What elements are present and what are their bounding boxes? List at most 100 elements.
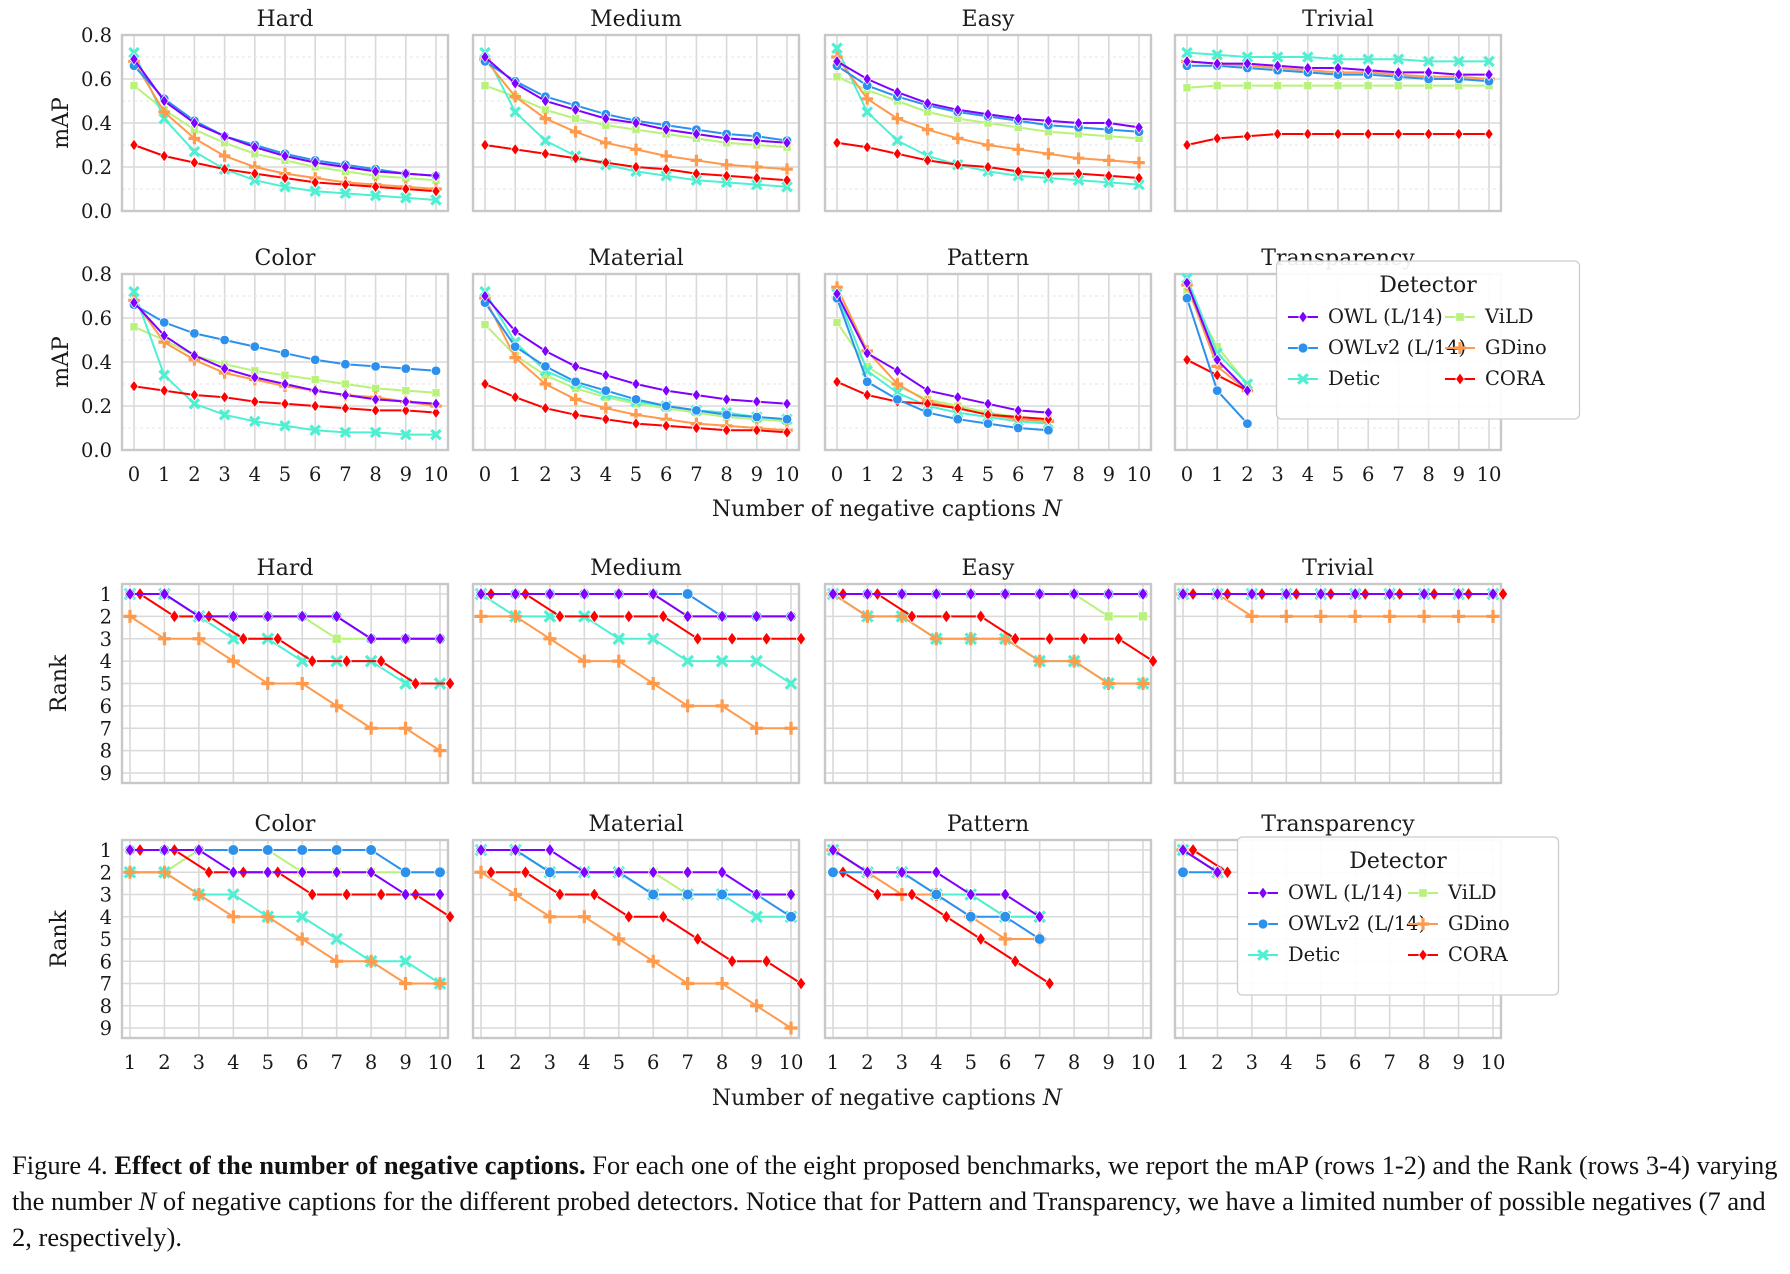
data-point	[189, 328, 200, 339]
data-point	[872, 887, 883, 902]
x-tick-label: 7	[1042, 463, 1054, 486]
data-point	[129, 52, 139, 66]
data-point	[720, 176, 733, 189]
data-point	[1044, 976, 1055, 991]
data-point	[579, 586, 590, 602]
data-point	[1212, 57, 1222, 70]
legend-label: ViLD	[1484, 305, 1534, 328]
y-tick-label: 9	[100, 1017, 112, 1040]
data-point	[630, 143, 642, 156]
data-point	[661, 384, 671, 397]
data-point	[781, 181, 793, 193]
x-tick-label: 4	[930, 1051, 942, 1074]
x-tick-label: 5	[630, 463, 642, 486]
x-axis-label-map: Number of negative captions N	[712, 497, 1063, 522]
x-tick-label: 1	[1177, 1051, 1189, 1074]
data-point	[410, 676, 421, 691]
data-point	[721, 423, 732, 437]
data-point	[309, 185, 321, 197]
chart-panel-rank-medium: Medium	[471, 556, 807, 785]
data-point	[648, 586, 659, 602]
panel-title: Color	[255, 812, 316, 837]
data-point	[401, 404, 411, 417]
data-point	[658, 609, 669, 624]
data-point	[480, 81, 490, 90]
data-point	[1072, 174, 1085, 186]
data-point	[279, 348, 291, 359]
data-point	[860, 609, 874, 623]
x-tick-label: 10	[1131, 1051, 1156, 1074]
x-tick-label: 5	[262, 1051, 274, 1074]
data-point	[129, 138, 139, 152]
data-point	[128, 46, 140, 59]
data-point	[570, 103, 581, 117]
x-tick-label: 2	[1241, 463, 1253, 486]
data-point	[331, 634, 342, 644]
data-point	[227, 888, 240, 901]
data-point	[1483, 55, 1495, 68]
series-line	[1183, 593, 1493, 618]
data-point	[509, 90, 521, 103]
data-point	[1134, 121, 1144, 134]
x-tick-label: 4	[1302, 463, 1314, 486]
data-point	[600, 385, 611, 396]
data-point	[540, 94, 551, 108]
data-point	[716, 888, 728, 901]
data-point	[751, 161, 763, 173]
data-point	[219, 362, 230, 375]
data-point	[159, 149, 169, 163]
data-point	[1113, 631, 1124, 646]
data-point	[1423, 127, 1434, 141]
data-point	[1241, 51, 1254, 63]
data-point	[1422, 55, 1435, 68]
data-point	[1392, 53, 1405, 65]
data-point	[159, 317, 170, 328]
y-tick-label: 5	[100, 928, 112, 951]
data-point	[1104, 116, 1114, 130]
panel-title: Trivial	[1302, 7, 1374, 32]
legend-label: Detic	[1288, 943, 1340, 966]
data-point	[751, 178, 763, 191]
x-tick-label: 3	[193, 1051, 205, 1074]
data-point	[261, 910, 275, 924]
x-tick-label: 8	[1418, 1051, 1430, 1074]
panel-frame	[120, 33, 450, 213]
data-point	[1042, 148, 1055, 160]
data-point	[922, 96, 933, 110]
chart-panel-map-trivial: Trivial	[1173, 7, 1503, 213]
data-point	[692, 931, 703, 947]
data-point	[832, 72, 842, 81]
data-point	[228, 609, 239, 624]
data-point	[681, 888, 694, 901]
data-point	[589, 609, 600, 624]
legend-marker	[1455, 372, 1465, 386]
data-point	[1103, 176, 1115, 189]
legend-marker	[1257, 949, 1269, 961]
data-point	[1242, 129, 1253, 143]
data-point	[921, 123, 934, 136]
data-point	[929, 632, 943, 646]
chart-panel-map-hard: Hard 0.0 0.2 0.4 0.6 0.8 mAP	[49, 7, 450, 223]
y-tick-label: 3	[100, 884, 112, 907]
data-point	[370, 361, 381, 372]
data-point	[660, 170, 672, 182]
x-tick-label: 9	[1103, 463, 1115, 486]
data-point	[1273, 81, 1282, 90]
data-point	[1043, 114, 1054, 128]
x-tick-label: 5	[982, 463, 994, 486]
data-point	[218, 409, 231, 421]
panel-frame	[471, 272, 801, 452]
x-tick-label: 1	[509, 463, 521, 486]
x-tick-label: 3	[218, 463, 230, 486]
data-point	[613, 865, 624, 880]
data-point	[1012, 143, 1024, 156]
data-point	[782, 397, 792, 411]
data-point	[297, 609, 308, 624]
chart-panel-rank-transparency: Transparency 1 2 3 4 5 6 7 8 9 10 Detector OWL (L/14…	[1173, 812, 1560, 1074]
data-point	[896, 865, 908, 880]
data-point	[892, 147, 903, 161]
data-point	[123, 865, 137, 879]
data-point	[297, 865, 308, 880]
panel-title: Material	[588, 812, 683, 837]
